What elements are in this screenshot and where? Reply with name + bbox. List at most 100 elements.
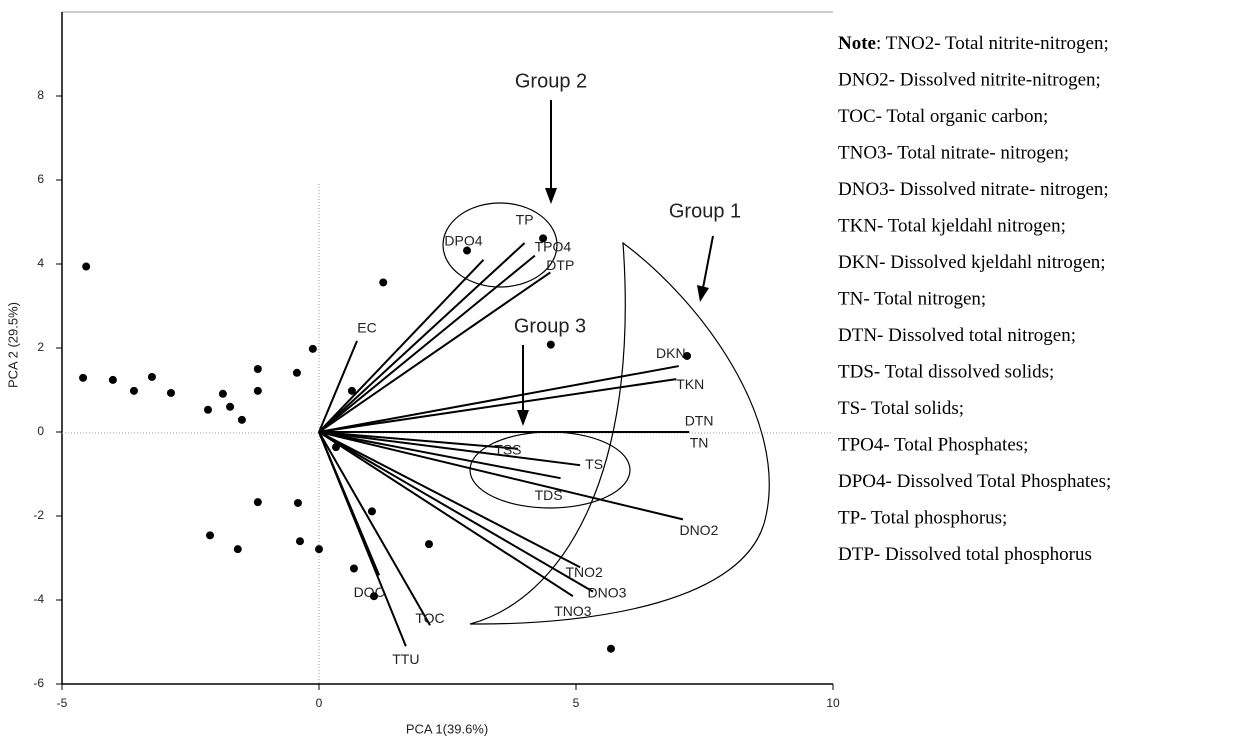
score-point [463,246,472,255]
loading-vector [318,431,381,576]
score-point [369,592,378,601]
arrow [702,235,714,289]
note-line: Note: TNO2- Total nitrite-nitrogen; [838,33,1109,54]
loading-vector [318,431,574,598]
loading-label: DKN [656,345,686,361]
note-line: DTN- Dissolved total nitrogen; [838,325,1076,346]
note-text: TNO3- Total nitrate- nitrogen; [838,143,1069,164]
note-text: TS- Total solids; [838,398,964,419]
loading-label: TN [690,435,709,451]
loading-label: TDS [535,487,563,503]
y-tick-label: 2 [37,340,44,354]
arrow-head [545,188,557,204]
x-axis-label: PCA 1(39.6%) [406,721,488,736]
score-point [379,278,388,287]
note-line: TDS- Total dissolved solids; [838,362,1054,383]
score-point [203,405,212,414]
note-text: DKN- Dissolved kjeldahl nitrogen; [838,252,1106,273]
loading-vector [318,378,677,433]
note-text: TPO4- Total Phosphates; [838,435,1028,456]
loading-label: TSS [494,442,521,458]
score-point [129,386,138,395]
arrow-head [697,285,709,302]
loading-vector [318,431,519,450]
x-tick-label: 5 [573,696,580,710]
note: Note: TNO2- Total nitrite-nitrogen; DNO2-… [838,33,1111,565]
score-point [218,389,227,398]
group-label: Group 2 [515,70,587,92]
loading-label: TNO2 [565,564,603,580]
score-point [82,262,91,271]
loading-vector [318,259,485,433]
y-tick-label: 0 [37,424,44,438]
y-tick-label: 8 [37,88,44,102]
note-line: DPO4- Dissolved Total Phosphates; [838,471,1111,492]
loading-vector [318,271,551,433]
note-line: TS- Total solids; [838,398,964,419]
y-axis-label: PCA 2 (29.5%) [5,302,20,388]
loading-vector [318,431,684,521]
note-text: DNO2- Dissolved nitrite-nitrogen; [838,70,1101,91]
note-text: TN- Total nitrogen; [838,289,986,310]
score-point [253,386,262,395]
loading-vector [318,365,679,433]
loading-label: DPO4 [444,233,482,249]
loading-label: DNO3 [588,584,627,600]
loading-vector [318,431,581,569]
note-text: TDS- Total dissolved solids; [838,362,1054,383]
score-point [292,368,301,377]
score-point [367,507,376,516]
score-point [206,531,215,540]
arrow-head [517,410,529,426]
score-point [683,351,692,360]
loading-label: TKN [676,376,704,392]
y-tick-label: -6 [33,676,44,690]
note-line: DNO2- Dissolved nitrite-nitrogen; [838,70,1101,91]
loading-label: DOC [354,584,385,600]
loading-vector [318,340,358,433]
loading-vector [318,242,526,433]
note-text: DTN- Dissolved total nitrogen; [838,325,1076,346]
y-tick-label: -2 [33,508,44,522]
note-line: TPO4- Total Phosphates; [838,435,1028,456]
note-line: DKN- Dissolved kjeldahl nitrogen; [838,252,1106,273]
loading-label: TP [516,212,534,228]
loading-label: TS [585,456,603,472]
score-point [237,415,246,424]
x-tick-label: 0 [316,696,323,710]
note-label: Note [838,33,876,54]
note-text: TOC- Total organic carbon; [838,106,1048,127]
y-tick-label: -4 [33,592,44,606]
group-2-outline [442,202,558,288]
score-point [253,498,262,507]
score-point [166,388,175,397]
score-point [79,373,88,382]
score-point [293,498,302,507]
note-text: : TNO2- Total nitrite-nitrogen; [876,33,1109,54]
y-tick-label: 4 [37,256,44,270]
score-point [349,564,358,573]
note-line: TKN- Total kjeldahl nitrogen; [838,216,1066,237]
loading-label: DTN [685,413,714,429]
loading-vector [318,431,431,626]
loading-vector [318,431,581,467]
loading-label: EC [357,320,376,336]
y-tick-label: 6 [37,172,44,186]
note-text: DNO3- Dissolved nitrate- nitrogen; [838,179,1109,200]
loading-label: TNO3 [554,603,592,619]
score-point [546,340,555,349]
score-point [253,365,262,373]
loading-vector [318,431,561,480]
note-text: TP- Total phosphorus; [838,508,1007,529]
note-line: TOC- Total organic carbon; [838,106,1048,127]
x-tick-label: 10 [826,696,840,710]
score-point [315,545,323,554]
score-point [606,644,615,653]
score-point [424,540,433,549]
loading-label: TOC [415,610,444,626]
note-line: DTP- Dissolved total phosphorus [838,544,1092,565]
score-point [233,545,242,554]
group-label: Group 3 [514,315,586,337]
group-label: Group 1 [669,200,741,222]
